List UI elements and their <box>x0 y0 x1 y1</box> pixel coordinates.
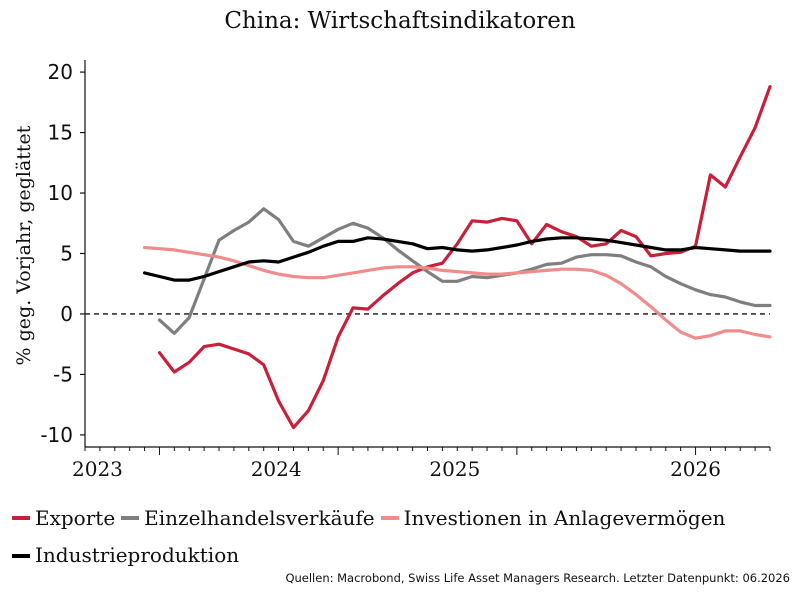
legend-item: Industrieproduktion <box>12 539 239 572</box>
legend-item: Investionen in Anlagevermögen <box>380 502 726 535</box>
chart-title: China: Wirtschaftsindikatoren <box>224 8 576 34</box>
series-line-1 <box>157 207 772 335</box>
y-tick-label: 0 <box>60 302 73 326</box>
series-line-2 <box>143 245 772 340</box>
legend-label: Exporte <box>35 505 116 530</box>
y-tick-label: 5 <box>60 242 73 266</box>
legend-label: Investionen in Anlagevermögen <box>403 505 726 530</box>
source-note: Quellen: Macrobond, Swiss Life Asset Man… <box>285 571 790 585</box>
legend-swatch <box>12 516 30 520</box>
legend-swatch <box>380 516 399 520</box>
legend-item: Exporte <box>12 502 115 535</box>
series-line-3 <box>143 236 772 282</box>
axes: 20 15 10 5 0 -5 -10 2023 2024 2025 2026 % geg. Vorj… <box>13 60 771 481</box>
legend-swatch <box>121 516 140 520</box>
y-tick-label: 10 <box>48 181 73 205</box>
y-tick-label: -10 <box>40 423 73 447</box>
y-axis-label: % geg. Vorjahr, geglättet <box>13 125 35 365</box>
legend-label: Industrieproduktion <box>35 543 240 567</box>
y-tick-label: 15 <box>48 121 73 145</box>
y-tick-label: 20 <box>48 60 73 84</box>
legend-swatch <box>12 553 30 558</box>
x-tick-label: 2026 <box>670 457 721 481</box>
legend-item: Einzelhandelsverkäufe <box>121 502 375 535</box>
legend-label: Einzelhandelsverkäufe <box>144 505 375 530</box>
legend: Exporte Einzelhandelsverkäufe Investionen … <box>12 497 792 572</box>
x-tick-label: 2023 <box>72 457 123 481</box>
x-tick-label: 2024 <box>251 457 302 481</box>
series-line-0 <box>157 84 772 430</box>
x-tick-label: 2025 <box>429 457 480 481</box>
series-layer <box>143 84 772 430</box>
y-tick-label: -5 <box>53 362 73 386</box>
